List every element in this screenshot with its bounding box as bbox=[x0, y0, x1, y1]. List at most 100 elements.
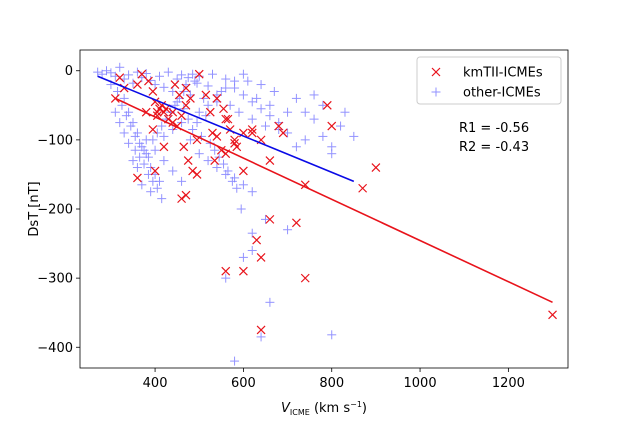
data-point-kmtii-icmes bbox=[252, 235, 262, 245]
marker-stroke bbox=[223, 114, 233, 124]
x-tick-label: 1200 bbox=[492, 376, 525, 391]
marker-stroke bbox=[300, 180, 310, 190]
data-point-other-icmes bbox=[188, 69, 198, 79]
data-point-other-icmes bbox=[168, 125, 178, 134]
data-point-other-icmes bbox=[260, 214, 270, 224]
marker-stroke bbox=[247, 128, 257, 138]
marker-stroke bbox=[132, 80, 142, 89]
data-point-kmtii-icmes bbox=[181, 100, 191, 110]
x-tick-label: 1000 bbox=[404, 376, 437, 391]
marker-stroke bbox=[265, 156, 275, 166]
marker-stroke bbox=[192, 170, 202, 179]
data-point-kmtii-icmes bbox=[322, 100, 332, 110]
marker-stroke bbox=[371, 163, 381, 172]
y-tick-label: 0 bbox=[65, 64, 73, 79]
data-point-kmtii-icmes bbox=[256, 325, 266, 335]
data-point-kmtii-icmes bbox=[159, 142, 169, 152]
data-point-kmtii-icmes bbox=[201, 90, 211, 100]
data-point-other-icmes bbox=[234, 107, 244, 117]
data-point-other-icmes bbox=[192, 78, 202, 88]
data-point-other-icmes bbox=[168, 166, 178, 176]
series-other-icmes bbox=[93, 62, 359, 366]
data-point-kmtii-icmes bbox=[371, 163, 381, 172]
x-axis: 400 600 800 1000 1200 bbox=[143, 368, 525, 391]
marker-stroke bbox=[327, 121, 337, 131]
data-point-other-icmes bbox=[265, 297, 275, 307]
marker-stroke bbox=[548, 310, 557, 320]
data-point-other-icmes bbox=[143, 152, 153, 162]
data-point-other-icmes bbox=[230, 76, 240, 86]
marker-stroke bbox=[201, 90, 211, 100]
data-point-other-icmes bbox=[327, 330, 337, 340]
marker-stroke bbox=[252, 235, 262, 245]
marker-stroke bbox=[144, 76, 153, 86]
data-point-kmtii-icmes bbox=[188, 166, 198, 176]
marker-stroke bbox=[212, 131, 222, 141]
data-point-other-icmes bbox=[203, 100, 213, 110]
data-point-other-icmes bbox=[256, 332, 266, 342]
annotation-r2: R2 = -0.43 bbox=[459, 140, 529, 155]
data-point-kmtii-icmes bbox=[300, 273, 310, 283]
data-point-other-icmes bbox=[232, 183, 242, 193]
marker-stroke bbox=[205, 107, 215, 117]
marker-stroke bbox=[358, 183, 368, 193]
data-point-kmtii-icmes bbox=[157, 100, 167, 110]
data-point-other-icmes bbox=[238, 180, 248, 190]
data-point-kmtii-icmes bbox=[181, 83, 191, 93]
data-point-kmtii-icmes bbox=[358, 183, 368, 193]
marker-stroke bbox=[221, 266, 231, 276]
data-point-other-icmes bbox=[230, 356, 240, 366]
marker-stroke bbox=[150, 97, 160, 107]
marker-stroke bbox=[185, 93, 195, 103]
data-point-other-icmes bbox=[121, 111, 131, 121]
marker-stroke bbox=[232, 142, 242, 152]
marker-stroke bbox=[210, 156, 220, 166]
data-point-kmtii-icmes bbox=[265, 156, 275, 166]
legend-marker-plus bbox=[431, 87, 441, 97]
data-point-kmtii-icmes bbox=[548, 310, 557, 320]
data-point-kmtii-icmes bbox=[181, 190, 191, 200]
marker-stroke bbox=[212, 93, 222, 103]
data-point-other-icmes bbox=[256, 104, 266, 114]
legend: kmTII-ICMEs other-ICMEs bbox=[416, 56, 562, 105]
data-point-other-icmes bbox=[194, 107, 204, 117]
marker-stroke bbox=[291, 218, 301, 228]
data-point-other-icmes bbox=[126, 121, 136, 131]
data-point-other-icmes bbox=[132, 163, 142, 173]
data-point-other-icmes bbox=[115, 62, 125, 72]
marker-stroke bbox=[148, 125, 158, 134]
data-point-kmtii-icmes bbox=[274, 121, 284, 131]
data-point-kmtii-icmes bbox=[232, 142, 242, 152]
data-point-other-icmes bbox=[199, 93, 209, 103]
data-point-other-icmes bbox=[115, 118, 125, 128]
data-point-kmtii-icmes bbox=[205, 107, 215, 117]
data-point-kmtii-icmes bbox=[221, 266, 231, 276]
data-point-other-icmes bbox=[327, 149, 337, 159]
data-point-other-icmes bbox=[265, 100, 275, 110]
data-point-kmtii-icmes bbox=[170, 80, 180, 89]
marker-stroke bbox=[225, 125, 235, 134]
marker-stroke bbox=[181, 190, 191, 200]
marker-stroke bbox=[119, 83, 129, 93]
data-point-other-icmes bbox=[247, 97, 257, 107]
data-point-other-icmes bbox=[309, 90, 319, 100]
data-point-other-icmes bbox=[152, 183, 162, 193]
marker-stroke bbox=[172, 121, 182, 131]
data-point-other-icmes bbox=[349, 131, 359, 141]
data-point-other-icmes bbox=[210, 145, 220, 155]
data-point-other-icmes bbox=[212, 163, 222, 173]
marker-stroke bbox=[168, 118, 178, 128]
marker-stroke bbox=[137, 69, 147, 79]
data-point-other-icmes bbox=[203, 156, 213, 166]
data-point-other-icmes bbox=[283, 225, 293, 235]
fit-lines bbox=[97, 75, 553, 304]
data-point-other-icmes bbox=[318, 100, 328, 110]
data-point-other-icmes bbox=[238, 69, 248, 79]
data-point-kmtii-icmes bbox=[230, 135, 239, 145]
data-point-other-icmes bbox=[291, 93, 301, 103]
data-point-other-icmes bbox=[130, 145, 140, 155]
data-point-kmtii-icmes bbox=[183, 156, 193, 166]
data-point-other-icmes bbox=[190, 76, 200, 86]
data-point-kmtii-icmes bbox=[194, 69, 204, 79]
series-kmtii-icmes bbox=[110, 69, 557, 335]
